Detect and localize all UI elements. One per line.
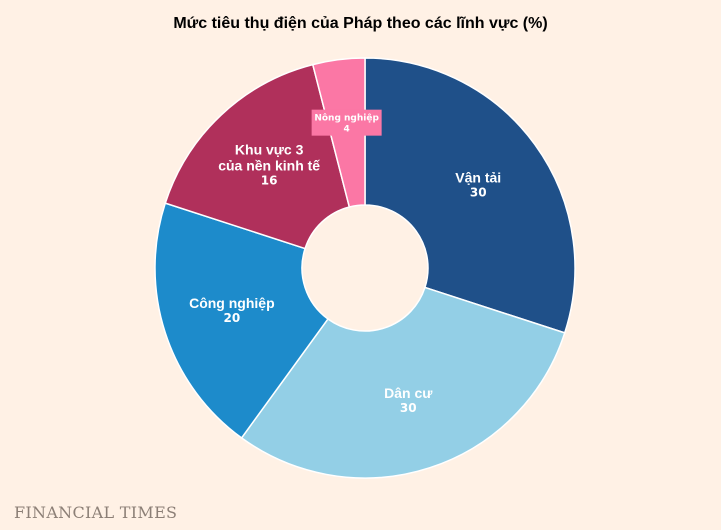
slice-label-text: Công nghiệp: [189, 295, 275, 311]
slice-1: [240, 286, 566, 479]
slice-value-label: 20: [224, 311, 241, 325]
chart-title: Mức tiêu thụ điện của Pháp theo các lĩnh…: [173, 15, 548, 32]
slice-3: [164, 63, 351, 250]
slice-value-label: 16: [261, 174, 278, 188]
slice-value-label: 30: [470, 186, 487, 200]
slice-label-text: của nền kinh tế: [218, 158, 320, 174]
slice-0: [364, 57, 576, 334]
slice-label-text: Nông nghiệp: [314, 112, 379, 123]
slice-2: [154, 202, 330, 439]
slice-label-text: Khu vực 3: [235, 142, 304, 158]
slice-value-label: 4: [344, 124, 350, 134]
slice-value-label: 30: [400, 401, 417, 415]
source-brand: FINANCIAL TIMES: [14, 503, 178, 522]
slice-label-background: [311, 109, 382, 136]
slice-label-text: Dân cư: [384, 385, 433, 401]
slice-label-text: Vận tải: [455, 170, 501, 186]
